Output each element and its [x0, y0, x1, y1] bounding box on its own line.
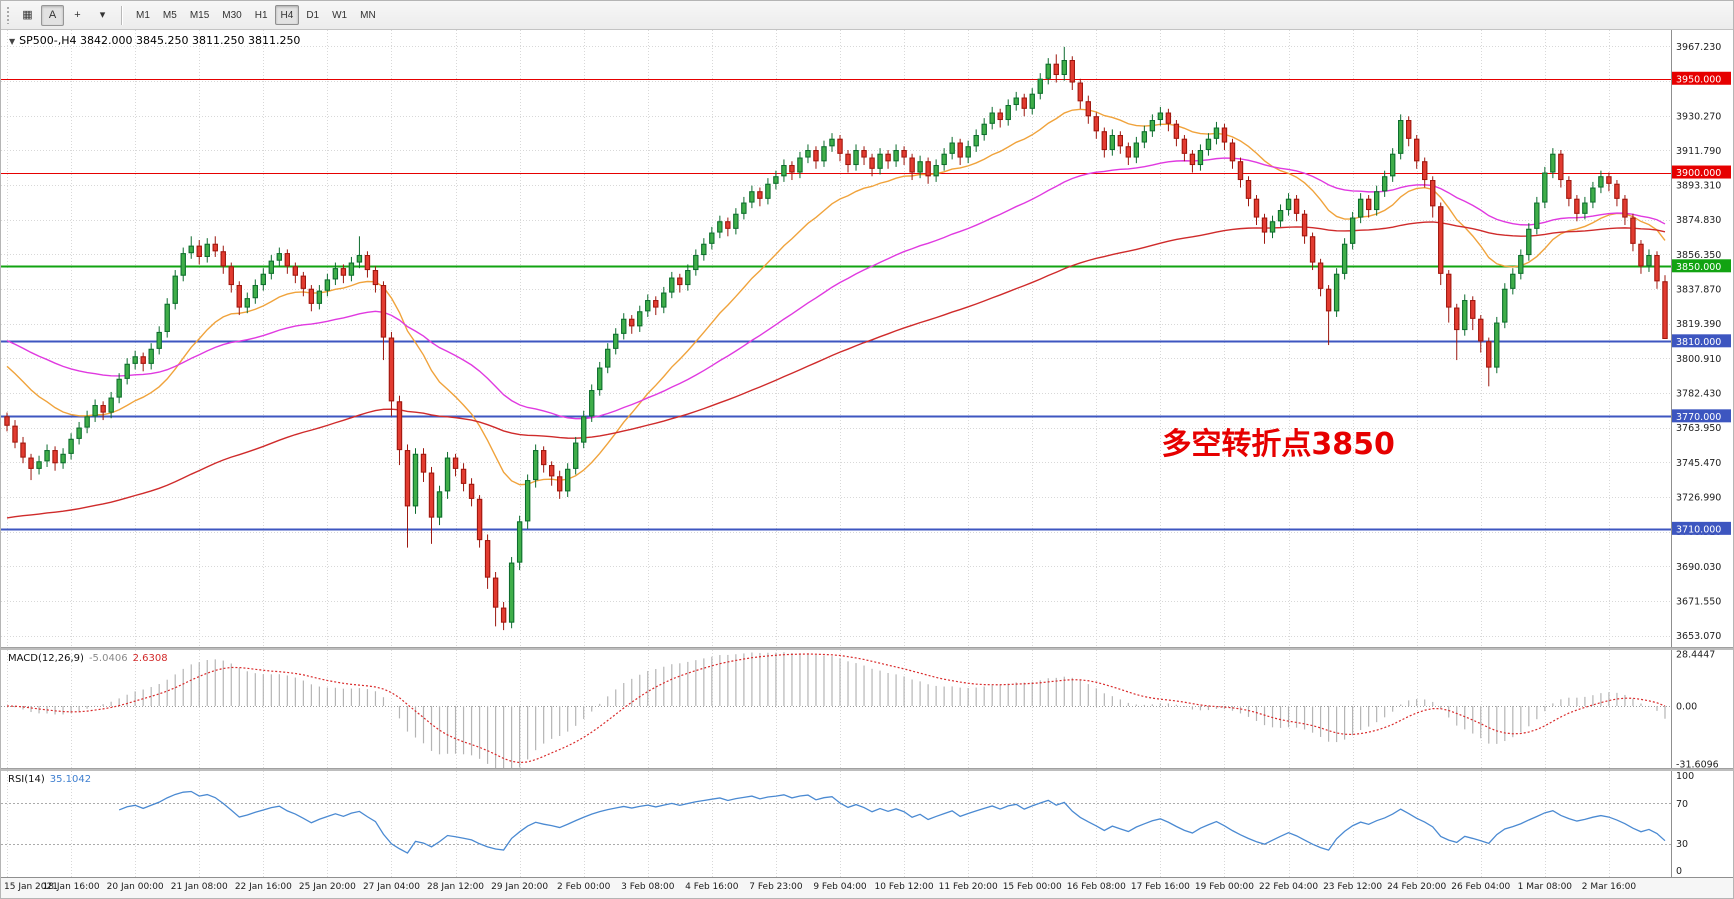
time-axis-label: 22 Jan 16:00: [234, 882, 292, 892]
time-axis-label: 25 Jan 20:00: [298, 882, 356, 892]
toolbar: ▦ A + ▾ M1 M5 M15 M30 H1 H4 D1 W1 MN: [1, 1, 1733, 30]
time-axis-label: 22 Feb 04:00: [1259, 882, 1319, 892]
crosshair-icon[interactable]: +: [66, 5, 89, 26]
toolbar-grip[interactable]: [6, 6, 10, 24]
time-axis-label: 23 Feb 12:00: [1323, 882, 1383, 892]
time-axis-label: 15 Jan 2021: [4, 882, 58, 892]
time-axis-label: 7 Feb 23:00: [749, 882, 803, 892]
time-axis-label: 21 Jan 08:00: [170, 882, 228, 892]
timeframe-button-d1[interactable]: D1: [300, 5, 325, 25]
time-axis-label: 3 Feb 08:00: [621, 882, 675, 892]
time-axis-label: 20 Jan 00:00: [106, 882, 164, 892]
time-axis-label: 28 Jan 12:00: [427, 882, 485, 892]
panel-splitter[interactable]: [1, 647, 1733, 650]
text-tool-button[interactable]: A: [41, 4, 64, 26]
grid-icon[interactable]: ▦: [16, 5, 39, 26]
time-axis-label: 24 Feb 20:00: [1387, 882, 1447, 892]
timeframe-button-h1[interactable]: H1: [249, 5, 274, 25]
one-click-trading-arrow[interactable]: ▼: [9, 37, 16, 46]
rsi-panel: RSI(14) 35.1042: [1, 771, 1733, 877]
time-axis-label: 9 Feb 04:00: [813, 882, 867, 892]
time-axis-label: 27 Jan 04:00: [362, 882, 420, 892]
toolbar-separator: [121, 5, 123, 25]
time-axis[interactable]: 15 Jan 2021 18 Jan 16:00 20 Jan 00:00 21 Ja…: [1, 877, 1733, 898]
time-axis-label: 19 Feb 00:00: [1194, 882, 1254, 892]
panel-splitter[interactable]: [1, 768, 1733, 771]
timeframe-button-m1[interactable]: M1: [130, 5, 156, 25]
macd-label: MACD(12,26,9) -5.0406 2.6308: [8, 653, 168, 664]
time-axis-label: 15 Feb 00:00: [1002, 882, 1062, 892]
time-axis-label: 26 Feb 04:00: [1451, 882, 1511, 892]
chart-annotation-text[interactable]: 多空转折点3850: [1161, 426, 1395, 462]
timeframe-group: M1 M5 M15 M30 H1 H4 D1 W1 MN: [130, 5, 382, 25]
time-axis-label: 2 Mar 16:00: [1581, 882, 1637, 892]
time-axis-label: 1 Mar 08:00: [1517, 882, 1573, 892]
macd-canvas[interactable]: [1, 650, 1733, 768]
time-axis-label: 11 Feb 20:00: [938, 882, 998, 892]
timeframe-button-m5[interactable]: M5: [157, 5, 183, 25]
macd-signal-value: 2.6308: [132, 653, 168, 664]
time-axis-label: 18 Jan 16:00: [42, 882, 100, 892]
price-chart-canvas[interactable]: [1, 30, 1733, 647]
timeframe-button-mn[interactable]: MN: [354, 5, 382, 25]
drawing-tools-group: ▦ A + ▾: [16, 4, 114, 26]
cursor-dropdown[interactable]: ▾: [91, 5, 114, 26]
time-axis-label: 4 Feb 16:00: [685, 882, 739, 892]
time-axis-label: 29 Jan 20:00: [491, 882, 549, 892]
rsi-canvas[interactable]: [1, 771, 1733, 877]
chart-stack: ▼ SP500-,H4 3842.000 3845.250 3811.250 38…: [1, 30, 1733, 898]
time-axis-label: 10 Feb 12:00: [874, 882, 934, 892]
time-axis-label: 17 Feb 16:00: [1130, 882, 1190, 892]
price-chart-panel: ▼ SP500-,H4 3842.000 3845.250 3811.250 38…: [1, 30, 1733, 647]
timeframe-button-m15[interactable]: M15: [184, 5, 215, 25]
timeframe-button-m30[interactable]: M30: [216, 5, 247, 25]
rsi-name: RSI(14): [8, 774, 45, 785]
time-axis-label: 16 Feb 08:00: [1066, 882, 1126, 892]
rsi-label: RSI(14) 35.1042: [8, 774, 91, 785]
rsi-value: 35.1042: [49, 774, 92, 785]
symbol-info: ▼ SP500-,H4 3842.000 3845.250 3811.250 38…: [9, 34, 300, 47]
symbol-ohlc-text: SP500-,H4 3842.000 3845.250 3811.250 381…: [19, 34, 301, 47]
time-axis-label: 2 Feb 00:00: [557, 882, 611, 892]
macd-name: MACD(12,26,9): [8, 653, 84, 664]
macd-value: -5.0406: [88, 653, 128, 664]
macd-panel: MACD(12,26,9) -5.0406 2.6308: [1, 650, 1733, 768]
timeframe-button-w1[interactable]: W1: [326, 5, 353, 25]
timeframe-button-h4[interactable]: H4: [274, 5, 300, 25]
